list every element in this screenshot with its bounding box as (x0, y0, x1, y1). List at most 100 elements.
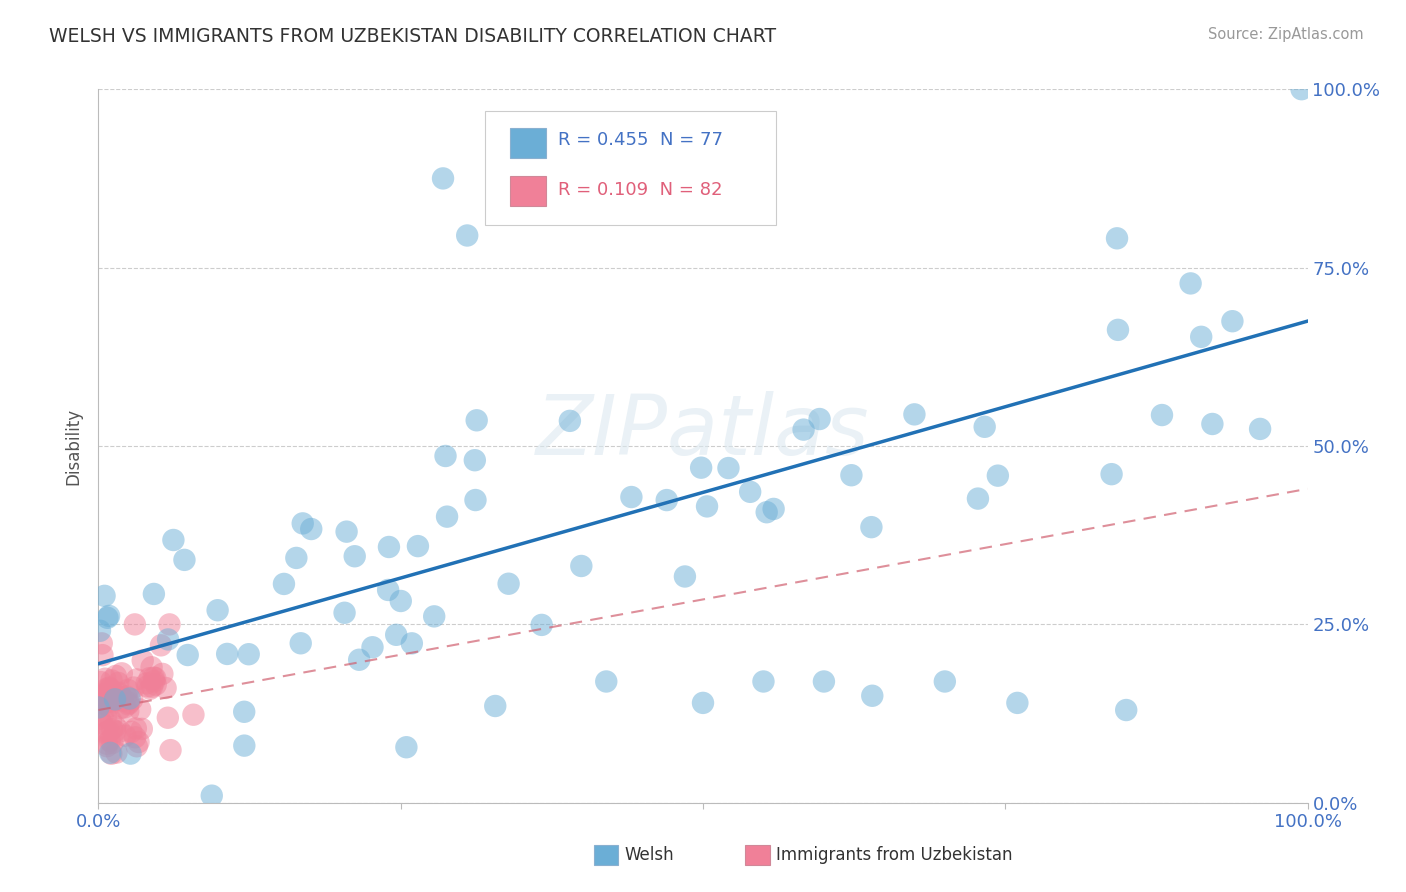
Point (1291, 82, 1313, 96)
Point (141, 660, 163, 674)
Point (98, 724, 121, 739)
Point (436, 509, 458, 524)
Point (96, 739, 118, 754)
Point (93, 688, 115, 702)
Point (1101, 467, 1123, 482)
Point (755, 505, 778, 519)
Point (967, 491, 990, 506)
Point (118, 691, 141, 706)
Point (104, 693, 127, 707)
Point (1115, 703, 1137, 717)
Point (273, 577, 295, 591)
Point (793, 423, 815, 437)
Point (464, 493, 486, 508)
Point (696, 500, 718, 514)
Point (285, 550, 308, 565)
Point (125, 673, 148, 687)
Point (620, 490, 643, 504)
Point (299, 522, 322, 536)
Point (90, 688, 112, 702)
Point (131, 653, 153, 667)
Point (238, 647, 260, 661)
Point (94, 672, 117, 686)
Point (464, 453, 486, 467)
Point (101, 722, 124, 736)
Text: R = 0.455  N = 77: R = 0.455 N = 77 (558, 131, 723, 149)
Point (98, 695, 121, 709)
Text: R = 0.109  N = 82: R = 0.109 N = 82 (558, 181, 723, 199)
Point (361, 640, 384, 655)
Point (233, 705, 256, 719)
Point (343, 549, 366, 564)
Point (100, 747, 122, 761)
Point (903, 408, 925, 422)
Point (1222, 314, 1244, 328)
Point (94, 709, 117, 723)
Point (1201, 417, 1223, 431)
Point (1107, 323, 1129, 337)
Point (98, 733, 121, 747)
Point (118, 696, 141, 710)
Text: WELSH VS IMMIGRANTS FROM UZBEKISTAN DISABILITY CORRELATION CHART: WELSH VS IMMIGRANTS FROM UZBEKISTAN DISA… (49, 27, 776, 45)
Point (934, 674, 956, 689)
Point (104, 719, 127, 733)
Point (100, 673, 122, 688)
Point (183, 707, 205, 722)
Point (673, 569, 696, 583)
Text: Welsh: Welsh (624, 846, 673, 863)
Point (117, 682, 139, 697)
Point (107, 690, 129, 704)
Point (423, 609, 446, 624)
Point (150, 638, 173, 652)
Point (434, 449, 457, 463)
Point (93, 697, 115, 711)
Point (87, 700, 110, 714)
Point (1180, 277, 1202, 291)
Point (155, 681, 177, 695)
Point (655, 493, 678, 508)
Point (96, 725, 118, 739)
Point (762, 502, 785, 516)
Point (498, 576, 520, 591)
Point (752, 674, 775, 689)
Point (107, 676, 129, 690)
Point (401, 636, 423, 650)
Point (389, 594, 412, 608)
Point (142, 587, 165, 601)
Point (120, 724, 142, 739)
Point (159, 743, 181, 757)
Point (110, 701, 132, 715)
FancyBboxPatch shape (485, 111, 776, 225)
Point (1150, 408, 1173, 422)
Point (108, 724, 131, 739)
Point (378, 540, 401, 554)
Point (98, 608, 121, 623)
Point (135, 676, 157, 690)
Point (98, 682, 121, 697)
Point (841, 468, 863, 483)
Point (90, 636, 112, 650)
Point (456, 228, 478, 243)
Point (290, 636, 312, 650)
Point (90, 675, 112, 690)
Point (1249, 422, 1271, 436)
Point (117, 697, 139, 711)
Point (100, 690, 122, 705)
Point (128, 735, 150, 749)
Point (104, 692, 127, 706)
Point (808, 412, 831, 426)
Point (129, 702, 152, 716)
Point (141, 680, 163, 694)
Point (111, 693, 134, 707)
Point (104, 692, 127, 706)
Point (87, 695, 110, 709)
Point (104, 669, 127, 683)
Text: ZIPatlas: ZIPatlas (536, 392, 870, 472)
Point (100, 714, 122, 728)
Point (136, 679, 159, 693)
Bar (595, 845, 619, 865)
Text: Immigrants from Uzbekistan: Immigrants from Uzbekistan (776, 846, 1012, 863)
Point (120, 747, 142, 761)
Point (90, 716, 112, 731)
Point (207, 603, 229, 617)
